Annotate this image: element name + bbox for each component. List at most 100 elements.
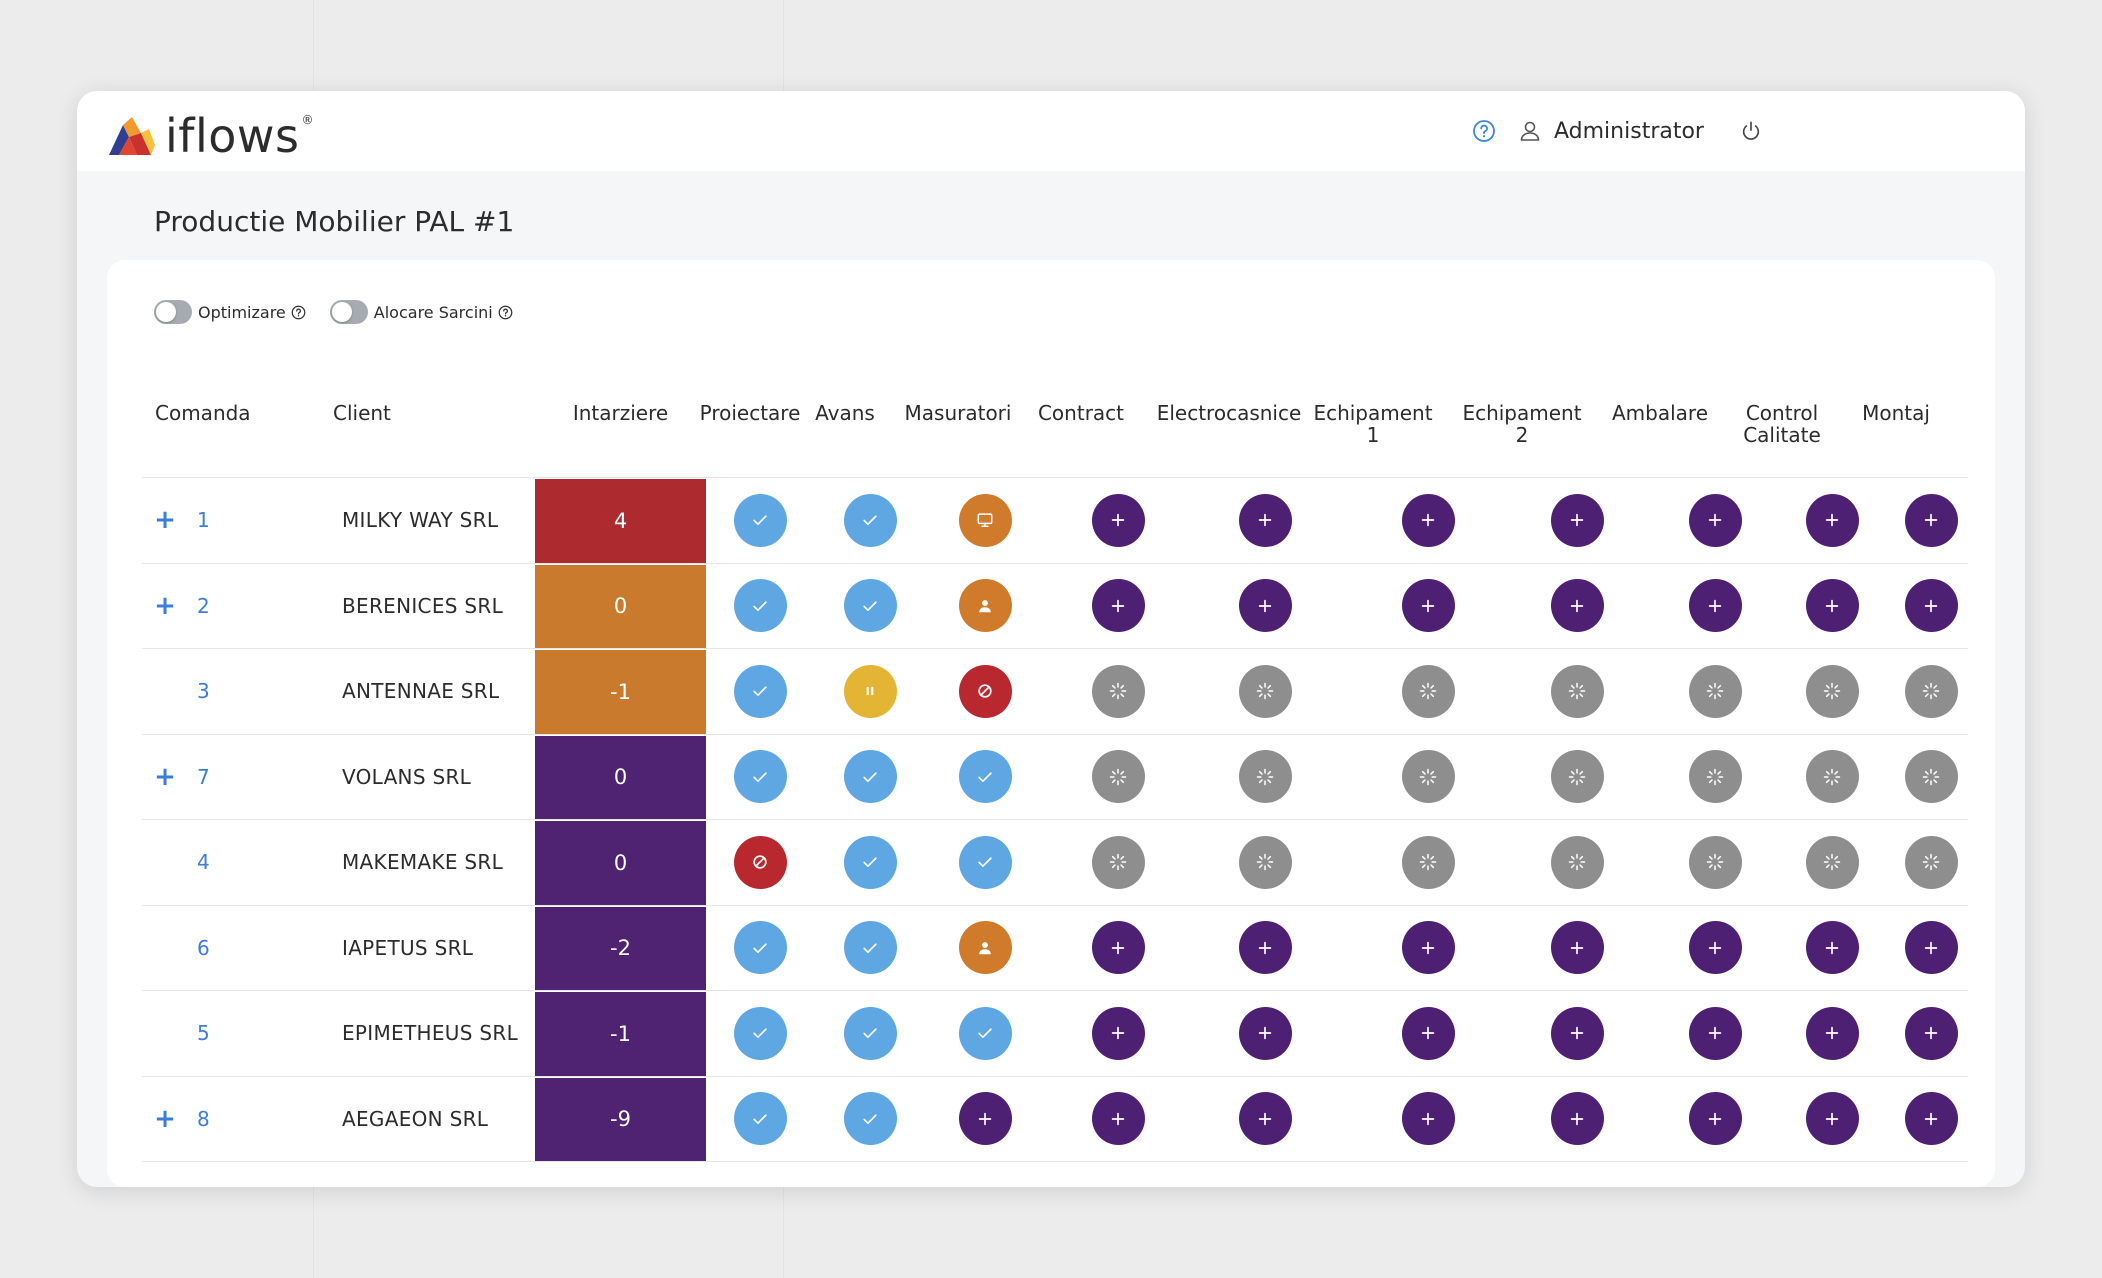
status-echipament-1-button[interactable]: [1401, 1092, 1455, 1146]
status-avans-button[interactable]: [843, 835, 897, 889]
table-row[interactable]: 5 EPIMETHEUS SRL -1: [142, 991, 1968, 1077]
status-echipament-2-button[interactable]: [1550, 1092, 1604, 1146]
table-row[interactable]: +2 BERENICES SRL 0: [142, 564, 1968, 649]
order-number-link[interactable]: 7: [197, 764, 210, 789]
status-echipament-1-button[interactable]: [1401, 750, 1455, 804]
status-electrocasnice-button[interactable]: [1238, 579, 1292, 633]
expand-row-button[interactable]: +: [154, 590, 176, 621]
status-electrocasnice-button[interactable]: [1238, 750, 1292, 804]
alocare-sarcini-switch[interactable]: [329, 300, 368, 324]
status-echipament-2-button[interactable]: [1550, 750, 1604, 804]
status-electrocasnice-button[interactable]: [1238, 835, 1292, 889]
table-row[interactable]: 3 ANTENNAE SRL -1: [142, 649, 1968, 735]
order-number-link[interactable]: 6: [197, 935, 210, 960]
status-electrocasnice-button[interactable]: [1238, 493, 1292, 547]
status-electrocasnice-button[interactable]: [1238, 664, 1292, 718]
status-montaj-button[interactable]: [1904, 1092, 1958, 1146]
status-masuratori-button[interactable]: [958, 835, 1012, 889]
column-header-masuratori[interactable]: Masuratori: [904, 401, 1012, 425]
status-control-calitate-button[interactable]: [1805, 921, 1859, 975]
power-icon[interactable]: [1740, 120, 1762, 142]
status-masuratori-button[interactable]: [958, 664, 1012, 718]
column-header-echipament-1[interactable]: Echipament 1: [1313, 401, 1433, 447]
status-control-calitate-button[interactable]: [1805, 664, 1859, 718]
status-montaj-button[interactable]: [1904, 579, 1958, 633]
status-avans-button[interactable]: [843, 664, 897, 718]
status-ambalare-button[interactable]: [1688, 921, 1742, 975]
status-contract-button[interactable]: [1091, 835, 1145, 889]
column-header-contract[interactable]: Contract: [1037, 401, 1125, 425]
status-proiectare-button[interactable]: [733, 1092, 787, 1146]
status-montaj-button[interactable]: [1904, 493, 1958, 547]
status-masuratori-button[interactable]: [958, 1006, 1012, 1060]
status-echipament-2-button[interactable]: [1550, 921, 1604, 975]
status-ambalare-button[interactable]: [1688, 750, 1742, 804]
status-electrocasnice-button[interactable]: [1238, 921, 1292, 975]
column-header-client[interactable]: Client: [333, 401, 391, 425]
status-echipament-2-button[interactable]: [1550, 579, 1604, 633]
status-montaj-button[interactable]: [1904, 1006, 1958, 1060]
table-row[interactable]: 6 IAPETUS SRL -2: [142, 906, 1968, 991]
help-icon[interactable]: [1472, 119, 1496, 143]
order-number-link[interactable]: 3: [197, 679, 210, 704]
status-echipament-1-button[interactable]: [1401, 921, 1455, 975]
status-control-calitate-button[interactable]: [1805, 1092, 1859, 1146]
status-ambalare-button[interactable]: [1688, 493, 1742, 547]
column-header-avans[interactable]: Avans: [815, 401, 875, 425]
status-masuratori-button[interactable]: [958, 579, 1012, 633]
status-echipament-1-button[interactable]: [1401, 493, 1455, 547]
status-echipament-1-button[interactable]: [1401, 664, 1455, 718]
status-proiectare-button[interactable]: [733, 835, 787, 889]
status-avans-button[interactable]: [843, 750, 897, 804]
status-contract-button[interactable]: [1091, 493, 1145, 547]
order-number-link[interactable]: 2: [197, 593, 210, 618]
status-contract-button[interactable]: [1091, 579, 1145, 633]
status-contract-button[interactable]: [1091, 664, 1145, 718]
status-proiectare-button[interactable]: [733, 664, 787, 718]
status-ambalare-button[interactable]: [1688, 579, 1742, 633]
status-ambalare-button[interactable]: [1688, 835, 1742, 889]
order-number-link[interactable]: 4: [197, 850, 210, 875]
app-logo[interactable]: iflows ®: [107, 109, 314, 163]
status-ambalare-button[interactable]: [1688, 1006, 1742, 1060]
expand-row-button[interactable]: +: [154, 761, 176, 792]
column-header-control-calitate[interactable]: Control Calitate: [1743, 401, 1821, 447]
status-electrocasnice-button[interactable]: [1238, 1006, 1292, 1060]
column-header-electrocasnice[interactable]: Electrocasnice: [1156, 401, 1302, 425]
status-proiectare-button[interactable]: [733, 1006, 787, 1060]
status-masuratori-button[interactable]: [958, 750, 1012, 804]
order-number-link[interactable]: 8: [197, 1106, 210, 1131]
status-proiectare-button[interactable]: [733, 579, 787, 633]
status-avans-button[interactable]: [843, 493, 897, 547]
status-ambalare-button[interactable]: [1688, 1092, 1742, 1146]
status-ambalare-button[interactable]: [1688, 664, 1742, 718]
status-echipament-2-button[interactable]: [1550, 1006, 1604, 1060]
expand-row-button[interactable]: +: [154, 505, 176, 536]
status-masuratori-button[interactable]: [958, 493, 1012, 547]
status-echipament-2-button[interactable]: [1550, 493, 1604, 547]
status-control-calitate-button[interactable]: [1805, 1006, 1859, 1060]
optimizare-switch[interactable]: [154, 300, 192, 324]
status-control-calitate-button[interactable]: [1805, 835, 1859, 889]
table-row[interactable]: +8 AEGAEON SRL -9: [142, 1077, 1968, 1162]
status-montaj-button[interactable]: [1904, 750, 1958, 804]
status-contract-button[interactable]: [1091, 750, 1145, 804]
status-echipament-2-button[interactable]: [1550, 835, 1604, 889]
column-header-echipament-2[interactable]: Echipament 2: [1462, 401, 1582, 447]
status-masuratori-button[interactable]: [958, 921, 1012, 975]
column-header-ambalare[interactable]: Ambalare: [1611, 401, 1708, 425]
status-avans-button[interactable]: [843, 1006, 897, 1060]
expand-row-button[interactable]: +: [154, 1103, 176, 1134]
status-proiectare-button[interactable]: [733, 921, 787, 975]
status-echipament-1-button[interactable]: [1401, 579, 1455, 633]
status-avans-button[interactable]: [843, 1092, 897, 1146]
status-proiectare-button[interactable]: [733, 750, 787, 804]
status-montaj-button[interactable]: [1904, 835, 1958, 889]
column-header-comanda[interactable]: Comanda: [155, 401, 251, 425]
status-masuratori-button[interactable]: [958, 1092, 1012, 1146]
status-electrocasnice-button[interactable]: [1238, 1092, 1292, 1146]
order-number-link[interactable]: 5: [197, 1021, 210, 1046]
status-contract-button[interactable]: [1091, 1092, 1145, 1146]
help-icon[interactable]: [291, 305, 306, 320]
column-header-intarziere[interactable]: Intarziere: [572, 401, 669, 425]
